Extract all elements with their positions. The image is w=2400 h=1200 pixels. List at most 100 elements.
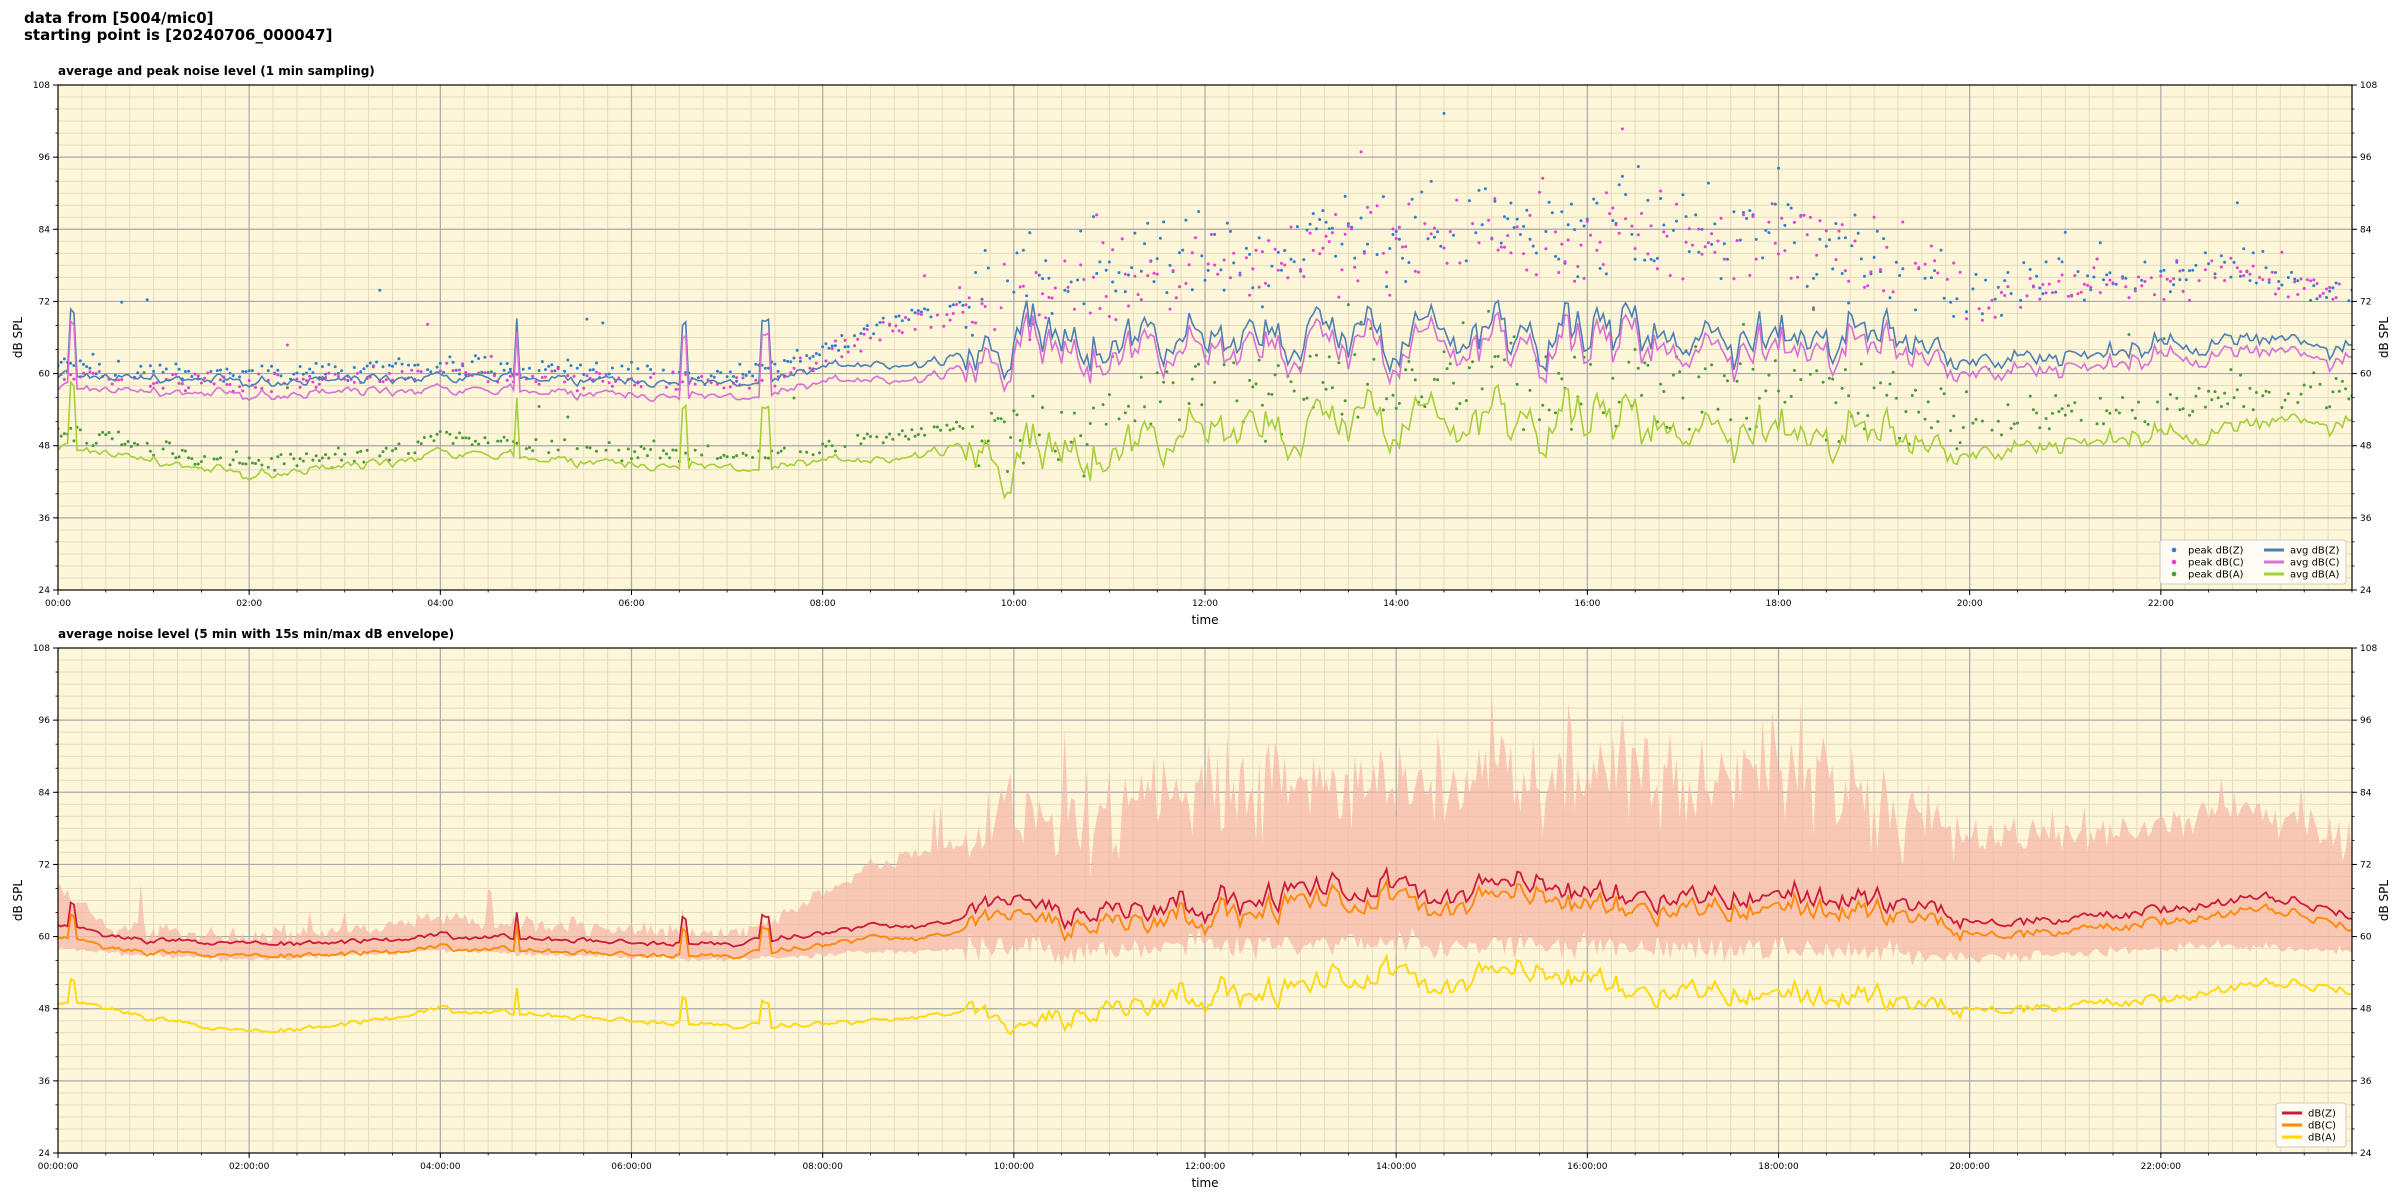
peak-point: [1155, 371, 1159, 375]
peak-point: [1659, 189, 1663, 193]
peak-point: [1018, 439, 1022, 442]
peak-point: [684, 372, 688, 376]
peak-point: [2299, 277, 2303, 281]
peak-point: [1815, 253, 1819, 257]
peak-point: [2073, 401, 2077, 405]
peak-point: [862, 327, 866, 331]
peak-point: [1254, 382, 1258, 386]
y-tick-label-left: 24: [39, 586, 51, 596]
peak-point: [1879, 268, 1882, 272]
peak-point: [1273, 247, 1277, 251]
peak-point: [2325, 406, 2328, 410]
peak-point: [2290, 270, 2293, 274]
peak-point: [1808, 215, 1812, 219]
peak-point: [499, 439, 503, 443]
peak-point: [1748, 273, 1752, 277]
peak-point: [486, 441, 490, 445]
peak-point: [2137, 400, 2140, 404]
peak-point: [2019, 305, 2023, 309]
peak-point: [1359, 150, 1363, 154]
peak-point: [94, 372, 98, 376]
peak-point: [1522, 252, 1526, 256]
data-source-line: data from [5004/mic0]: [24, 9, 214, 27]
peak-point: [1853, 239, 1857, 243]
peak-point: [1184, 218, 1188, 222]
peak-point: [862, 436, 866, 440]
series-line-avg-db-c-: [58, 311, 2352, 402]
peak-point: [604, 448, 608, 452]
peak-point: [1082, 302, 1086, 306]
peak-point: [916, 433, 920, 436]
peak-point: [1624, 193, 1628, 196]
peak-point: [1799, 378, 1803, 382]
peak-point: [904, 316, 907, 319]
peak-point: [464, 371, 468, 374]
peak-point: [728, 370, 732, 374]
peak-point: [846, 350, 850, 354]
peak-point: [951, 427, 955, 431]
peak-point: [2235, 201, 2239, 205]
peak-point: [1123, 290, 1127, 294]
peak-point: [2178, 269, 2182, 273]
x-tick-label: 00:00:00: [38, 1162, 79, 1172]
peak-point: [1929, 276, 1933, 280]
peak-point: [2089, 285, 2093, 289]
peak-point: [684, 451, 688, 455]
peak-point: [878, 321, 882, 324]
peak-point: [910, 428, 914, 432]
peak-point: [2079, 418, 2083, 422]
peak-point: [123, 442, 127, 446]
peak-point: [1308, 231, 1312, 235]
peak-point: [1477, 188, 1481, 192]
y-tick-label-right: 108: [2360, 81, 2377, 91]
peak-point: [544, 375, 547, 379]
peak-point: [1560, 377, 1564, 381]
peak-point: [1499, 245, 1503, 249]
legend-label: peak dB(A): [2188, 570, 2244, 581]
peak-point: [1636, 165, 1640, 168]
peak-point: [391, 364, 394, 368]
peak-point: [2251, 251, 2255, 255]
peak-point: [458, 431, 461, 435]
peak-point: [865, 432, 869, 436]
peak-point: [2006, 271, 2010, 274]
peak-point: [1742, 213, 1745, 217]
peak-point: [636, 367, 640, 371]
peak-point: [231, 374, 235, 378]
peak-point: [754, 378, 758, 382]
peak-point: [320, 456, 324, 460]
peak-point: [1330, 226, 1334, 230]
peak-point: [980, 302, 984, 306]
peak-point: [1977, 307, 1981, 311]
peak-point: [2203, 268, 2207, 272]
peak-point: [2149, 276, 2153, 280]
peak-point: [1232, 261, 1236, 265]
peak-point: [1509, 201, 1513, 205]
peak-point: [2328, 286, 2332, 289]
peak-point: [1713, 222, 1717, 226]
peak-point: [716, 369, 719, 373]
peak-point: [2229, 275, 2233, 279]
peak-point: [467, 436, 471, 440]
peak-point: [626, 367, 630, 371]
peak-point: [2302, 287, 2306, 290]
peak-point: [830, 444, 834, 448]
y-tick-label-left: 60: [39, 370, 51, 380]
peak-point: [964, 303, 968, 307]
y-tick-label-right: 108: [2360, 644, 2377, 654]
peak-point: [1021, 461, 1025, 465]
peak-point: [1789, 206, 1793, 210]
peak-point: [1770, 202, 1774, 206]
peak-point: [1248, 378, 1252, 382]
peak-point: [779, 449, 783, 453]
peak-point: [298, 457, 302, 461]
peak-point: [1757, 396, 1761, 400]
peak-point: [827, 346, 831, 350]
peak-point: [958, 424, 962, 428]
peak-point: [362, 460, 366, 464]
peak-point: [1168, 263, 1172, 267]
peak-point: [2073, 274, 2077, 278]
peak-point: [2012, 422, 2016, 426]
peak-point: [1490, 365, 1494, 369]
peak-point: [1315, 227, 1318, 231]
